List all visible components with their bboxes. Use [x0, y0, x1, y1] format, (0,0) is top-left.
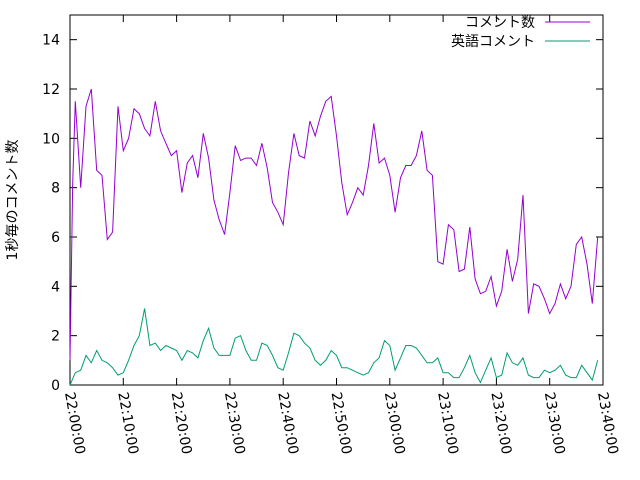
x-tick-label: 22:40:00	[274, 391, 301, 456]
x-tick-label: 23:20:00	[487, 391, 514, 456]
y-ticks: 0 2 4 6 8 10 12 14	[42, 33, 603, 394]
x-ticks: 22:00:00 22:10:00 22:20:00 22:30:00 22:40:00…	[61, 15, 621, 456]
y-tick-label: 14	[42, 33, 60, 49]
x-tick-label: 23:00:00	[381, 391, 408, 456]
y-tick-label: 4	[51, 279, 60, 295]
y-tick-label: 2	[51, 329, 60, 345]
y-tick-label: 0	[51, 378, 60, 394]
y-tick-label: 12	[42, 82, 60, 98]
legend-label-2: 英語コメント	[451, 33, 535, 50]
y-tick-label: 6	[51, 230, 60, 246]
x-tick-label: 22:30:00	[221, 391, 248, 456]
series-line-1	[69, 88, 599, 361]
series-line-2	[69, 308, 599, 386]
y-tick-label: 8	[51, 181, 60, 197]
x-tick-label: 22:50:00	[328, 391, 355, 456]
x-tick-label: 23:40:00	[594, 391, 621, 456]
y-axis-label: 1秒毎のコメント数	[5, 140, 21, 261]
x-tick-label: 23:30:00	[541, 391, 568, 456]
x-tick-label: 22:10:00	[114, 391, 141, 456]
x-tick-label: 22:00:00	[61, 391, 88, 456]
legend-label-1: コメント数	[465, 15, 535, 31]
y-tick-label: 10	[42, 131, 60, 147]
x-tick-label: 22:20:00	[168, 391, 195, 456]
x-tick-label: 23:10:00	[434, 391, 461, 456]
series-lines	[69, 88, 599, 386]
